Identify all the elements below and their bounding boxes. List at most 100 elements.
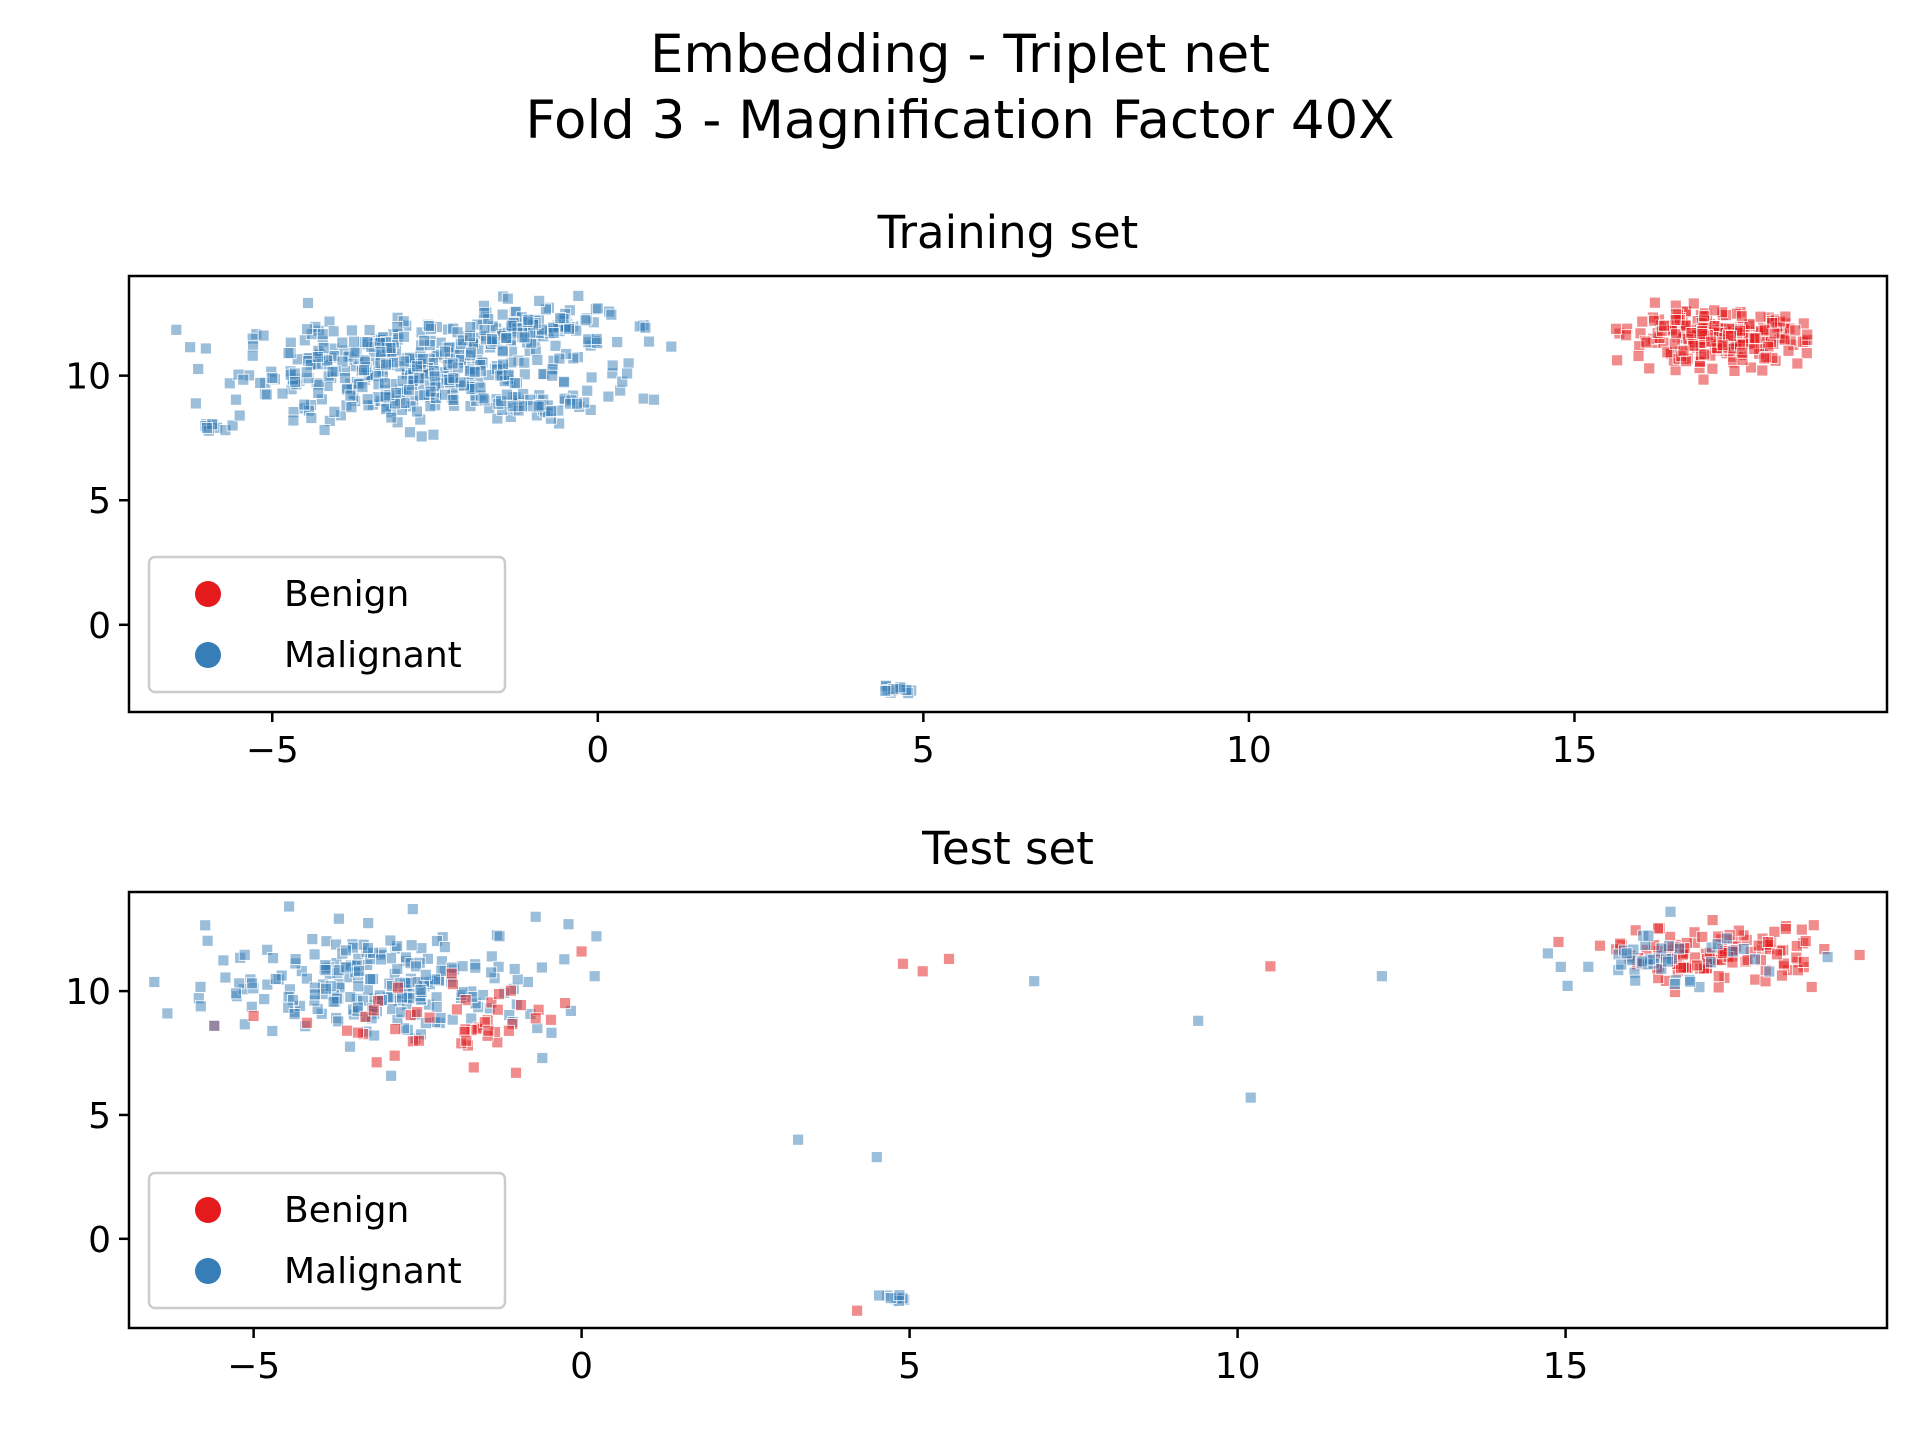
training-set-malignant-point <box>477 392 490 405</box>
training-set-malignant-point <box>357 364 370 377</box>
training-set-malignant-point <box>327 325 340 338</box>
test-set-x-tick-label: 10 <box>1215 1346 1261 1387</box>
test-set-malignant-point <box>1673 942 1686 955</box>
training-set-malignant-point <box>447 393 460 406</box>
test-set-malignant-point <box>269 973 282 985</box>
test-set-benign-point <box>545 1013 557 1026</box>
training-set-malignant-point <box>348 335 360 348</box>
test-set-benign-point <box>1652 922 1664 935</box>
training-set-malignant-point <box>284 336 297 349</box>
training-set-malignant-point <box>611 336 624 349</box>
training-set-malignant-point <box>301 323 314 336</box>
test-set-benign-point <box>1795 923 1808 936</box>
training-set-points <box>170 289 1814 699</box>
test-set-malignant-point <box>368 1029 381 1042</box>
test-set-malignant-point <box>267 952 279 964</box>
test-set-malignant-point <box>431 935 443 947</box>
test-set-legend: Benign Malignant <box>147 1171 507 1310</box>
test-set-malignant-point <box>258 993 271 1005</box>
test-set-benign-point <box>510 1066 522 1079</box>
test-set-malignant-point <box>414 983 427 996</box>
test-set-benign-point <box>1768 925 1781 938</box>
test-set-benign-point <box>459 994 472 1006</box>
test-set-malignant-point <box>562 918 575 931</box>
test-set-malignant-point <box>1192 1014 1205 1027</box>
training-set-malignant-point <box>478 306 491 319</box>
training-set-malignant-point <box>474 381 487 394</box>
training-set-malignant-point <box>237 373 250 386</box>
training-set-malignant-point <box>276 387 289 400</box>
training-set-malignant-point <box>199 342 212 355</box>
test-set-benign-point <box>1799 935 1812 947</box>
test-set-benign-point <box>1552 936 1565 948</box>
test-set-malignant-point <box>536 1052 549 1064</box>
training-set-malignant-point <box>532 400 545 413</box>
test-set-malignant-point <box>893 1289 906 1302</box>
test-set-benign-point <box>491 1036 504 1049</box>
test-set-legend-benign-marker <box>195 1197 221 1223</box>
training-set-malignant-point <box>424 385 437 398</box>
training-set-benign-point <box>1687 339 1700 352</box>
test-set-malignant-point <box>1749 953 1761 966</box>
training-set-malignant-point <box>549 339 562 352</box>
training-set-malignant-point <box>563 322 575 335</box>
training-set-benign-point <box>1636 315 1649 328</box>
test-set-malignant-point <box>430 1001 443 1013</box>
training-set-malignant-point <box>287 414 300 427</box>
test-set-malignant-point <box>282 1001 295 1014</box>
test-set-malignant-point <box>364 973 377 985</box>
training-set-benign-point <box>1736 346 1749 359</box>
training-set-malignant-point <box>585 371 598 384</box>
training-set-malignant-point <box>298 398 311 411</box>
training-set-malignant-point <box>554 312 567 325</box>
test-set-malignant-point <box>493 930 506 943</box>
training-set-malignant-point <box>312 386 325 399</box>
training-set-malignant-point <box>170 323 183 336</box>
training-set-benign-point <box>1789 324 1802 337</box>
test-set-malignant-point <box>283 900 296 913</box>
training-set-malignant-point <box>485 333 498 346</box>
test-set-malignant-point <box>238 948 251 961</box>
training-set-malignant-point <box>302 297 314 309</box>
training-set-benign-point <box>1735 310 1748 323</box>
test-set-benign-point <box>247 1010 260 1022</box>
test-set-malignant-point <box>485 966 498 979</box>
training-set-benign-point <box>1685 327 1698 339</box>
training-set-panel: Training set −5 0 5 10 15 0 5 10 Benign Maligna… <box>65 206 1889 771</box>
test-set-malignant-point <box>545 1026 558 1039</box>
training-set-malignant-point <box>518 331 531 344</box>
test-set-benign-point <box>411 1006 424 1018</box>
training-set-malignant-point <box>478 324 491 337</box>
training-set-malignant-point <box>378 377 391 390</box>
training-set-malignant-point <box>497 358 510 371</box>
test-set-malignant-point <box>217 954 230 967</box>
test-set-malignant-point <box>1684 975 1697 988</box>
training-set-malignant-point <box>266 371 279 384</box>
training-set-malignant-point <box>581 384 594 397</box>
training-set-benign-point <box>1743 318 1756 330</box>
training-set-malignant-point <box>348 346 361 359</box>
test-set-malignant-point <box>1582 960 1595 973</box>
training-set-malignant-point <box>344 389 357 402</box>
test-set-malignant-point <box>873 1289 885 1302</box>
training-set-benign-point <box>1677 344 1690 357</box>
test-set-malignant-point <box>384 934 397 947</box>
training-set-y-tick-label: 5 <box>88 481 111 522</box>
training-set-malignant-point <box>522 313 535 326</box>
training-set-malignant-point <box>326 365 339 378</box>
test-set-malignant-point <box>308 948 321 961</box>
test-set-malignant-point <box>1554 961 1567 973</box>
test-set-malignant-point <box>230 987 242 1000</box>
test-set-malignant-point <box>385 952 397 965</box>
training-set-malignant-point <box>502 368 515 381</box>
training-set-benign-point <box>1620 329 1632 342</box>
training-set-malignant-point <box>571 397 583 410</box>
training-set-malignant-point <box>622 357 635 370</box>
test-set-malignant-point <box>588 970 601 983</box>
training-set-x-tick-label: −5 <box>246 730 299 771</box>
training-set-benign-point <box>1728 364 1741 377</box>
training-set-malignant-point <box>403 384 416 397</box>
training-set-malignant-point <box>500 331 513 344</box>
training-set-benign-point <box>1801 328 1814 341</box>
training-set-benign-point <box>1668 337 1681 350</box>
